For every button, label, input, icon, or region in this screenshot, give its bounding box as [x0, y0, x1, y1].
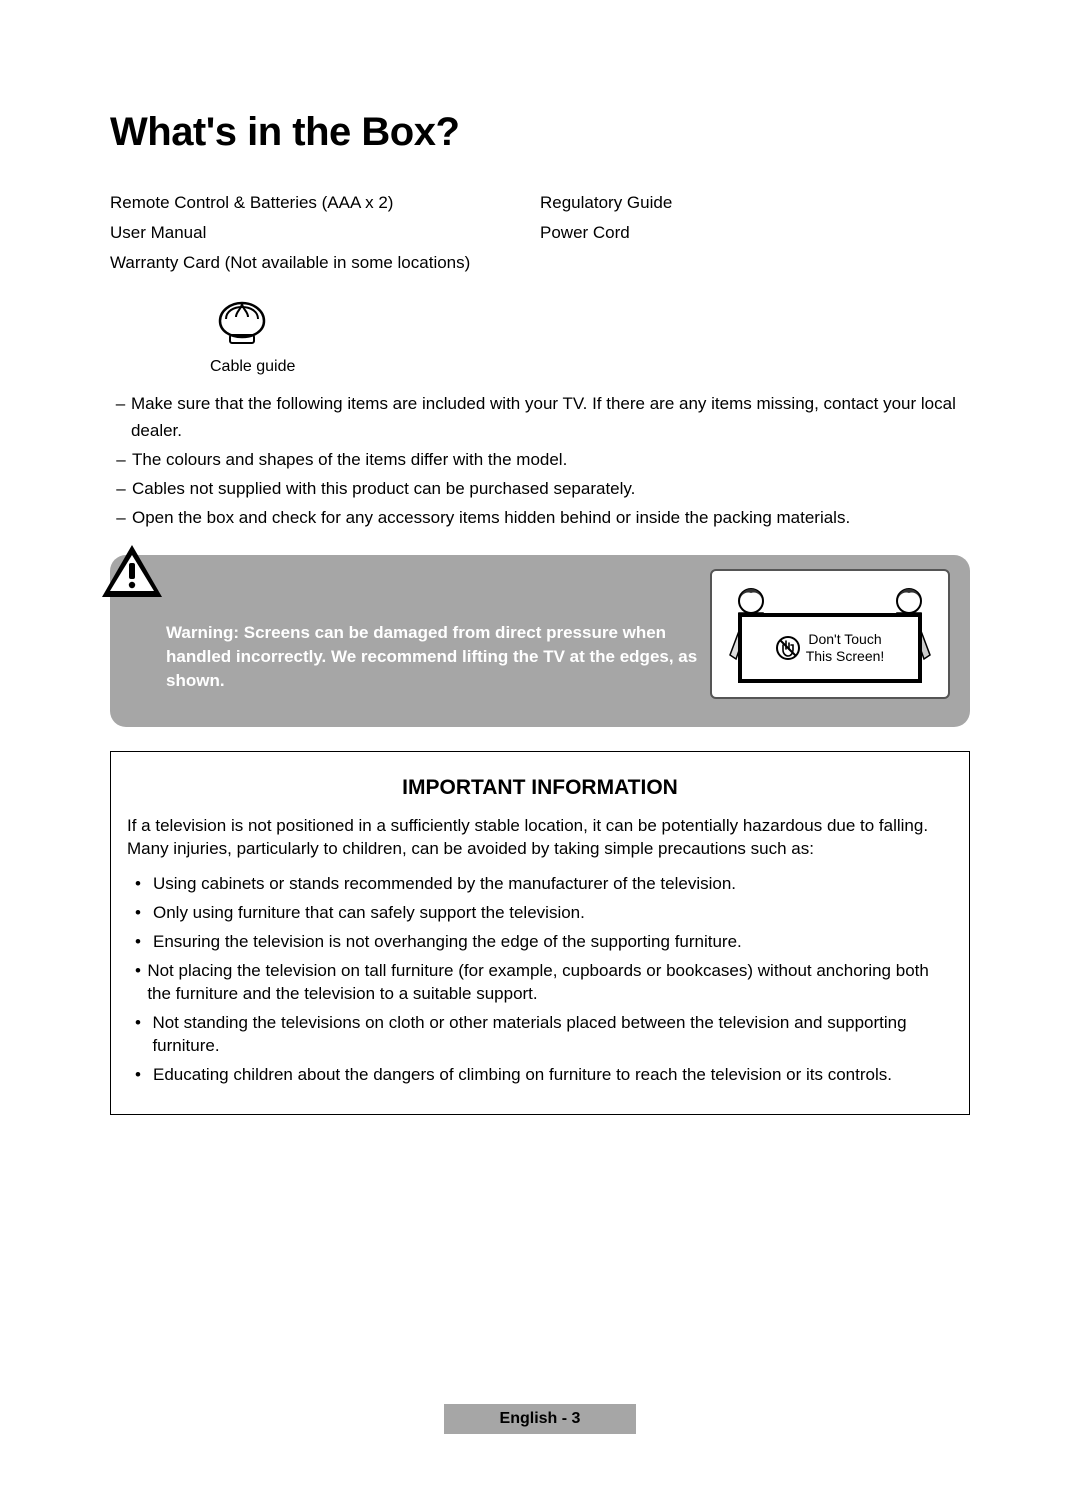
- bullet-icon: •: [127, 930, 153, 953]
- important-bullets: •Using cabinets or stands recommended by…: [127, 872, 953, 1086]
- list-item: •Educating children about the dangers of…: [127, 1063, 953, 1086]
- dash-icon: –: [110, 446, 132, 473]
- note-row: –The colours and shapes of the items dif…: [110, 446, 970, 473]
- dash-icon: –: [110, 390, 131, 444]
- warning-text: Warning: Screens can be damaged from dir…: [166, 623, 697, 690]
- item-text: Warranty Card (Not available in some loc…: [110, 249, 540, 276]
- note-text: Cables not supplied with this product ca…: [132, 475, 635, 502]
- bullet-icon: •: [127, 1011, 152, 1057]
- manual-page: What's in the Box? Remote Control & Batt…: [0, 0, 1080, 1494]
- list-item: •Only using furniture that can safely su…: [127, 901, 953, 924]
- dont-touch-line1: Don't Touch: [808, 631, 881, 647]
- bullet-icon: •: [127, 901, 153, 924]
- bullet-text: Educating children about the dangers of …: [153, 1063, 892, 1086]
- note-text: The colours and shapes of the items diff…: [132, 446, 567, 473]
- note-row: –Open the box and check for any accessor…: [110, 504, 970, 531]
- note-row: –Make sure that the following items are …: [110, 390, 970, 444]
- cable-guide-label: Cable guide: [210, 358, 970, 376]
- box-items-right: Regulatory Guide Power Cord: [540, 189, 970, 279]
- bullet-icon: •: [127, 1063, 153, 1086]
- handling-illustration: Don't Touch This Screen!: [710, 569, 950, 699]
- item-text: User Manual: [110, 219, 540, 246]
- important-info-box: IMPORTANT INFORMATION If a television is…: [110, 751, 970, 1115]
- no-touch-icon: [776, 636, 800, 660]
- bullet-icon: •: [127, 872, 153, 895]
- dash-icon: –: [110, 504, 132, 531]
- cable-guide-figure: Cable guide: [110, 297, 970, 376]
- bullet-icon: •: [127, 959, 147, 1005]
- footer-badge: English - 3: [444, 1404, 637, 1434]
- item-text: Remote Control & Batteries (AAA x 2): [110, 189, 540, 216]
- list-item: •Ensuring the television is not overhang…: [127, 930, 953, 953]
- notes-list: –Make sure that the following items are …: [110, 390, 970, 531]
- list-item: •Not standing the televisions on cloth o…: [127, 1011, 953, 1057]
- page-footer: English - 3: [0, 1404, 1080, 1434]
- bullet-text: Not placing the television on tall furni…: [147, 959, 953, 1005]
- dash-icon: –: [110, 475, 132, 502]
- warning-box: Warning: Screens can be damaged from dir…: [110, 555, 970, 727]
- important-intro: If a television is not positioned in a s…: [127, 814, 953, 860]
- box-items: Remote Control & Batteries (AAA x 2) Use…: [110, 189, 970, 279]
- dont-touch-label: Don't Touch This Screen!: [776, 631, 885, 665]
- item-text: Regulatory Guide: [540, 189, 970, 216]
- list-item: •Not placing the television on tall furn…: [127, 959, 953, 1005]
- box-items-left: Remote Control & Batteries (AAA x 2) Use…: [110, 189, 540, 279]
- note-text: Open the box and check for any accessory…: [132, 504, 850, 531]
- note-row: –Cables not supplied with this product c…: [110, 475, 970, 502]
- bullet-text: Not standing the televisions on cloth or…: [152, 1011, 953, 1057]
- warning-triangle-icon: [100, 543, 164, 599]
- tv-frame: Don't Touch This Screen!: [738, 613, 922, 683]
- important-heading: IMPORTANT INFORMATION: [127, 776, 953, 800]
- bullet-text: Using cabinets or stands recommended by …: [153, 872, 736, 895]
- bullet-text: Ensuring the television is not overhangi…: [153, 930, 742, 953]
- cable-guide-icon: [210, 297, 274, 347]
- item-text: Power Cord: [540, 219, 970, 246]
- bullet-text: Only using furniture that can safely sup…: [153, 901, 585, 924]
- list-item: •Using cabinets or stands recommended by…: [127, 872, 953, 895]
- note-text: Make sure that the following items are i…: [131, 390, 970, 444]
- dont-touch-line2: This Screen!: [806, 648, 885, 664]
- page-title: What's in the Box?: [110, 110, 970, 155]
- warning-section: Warning: Screens can be damaged from dir…: [110, 555, 970, 727]
